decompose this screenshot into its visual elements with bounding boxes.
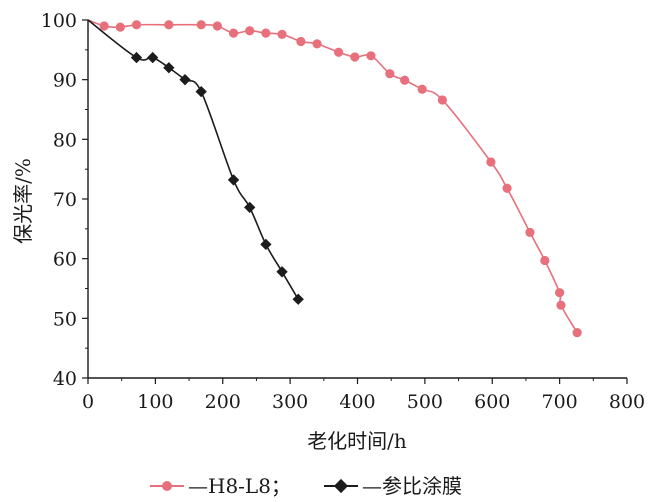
x-tick-label: 200 (205, 391, 241, 413)
axes (82, 19, 628, 384)
x-tick-label: 100 (137, 391, 173, 413)
series-2 (87, 19, 304, 305)
data-point (227, 174, 240, 186)
x-tick-label: 400 (339, 391, 375, 413)
data-point (195, 85, 207, 98)
y-tick-labels: 40 50 60 70 80 90 100 (41, 10, 77, 390)
legend-marker-h8-l8 (162, 481, 172, 491)
data-point (502, 183, 512, 193)
plot-area (87, 19, 582, 338)
data-point (385, 69, 395, 79)
legend-item-reference-film: —参比涂膜 (324, 474, 462, 498)
legend-label-h8-l8: —H8-L8； (188, 474, 291, 498)
data-point (131, 20, 142, 30)
data-point (99, 21, 109, 31)
data-point (486, 157, 496, 167)
y-tick-label: 40 (53, 368, 77, 390)
data-point (212, 21, 222, 31)
x-tick-label: 600 (474, 391, 510, 413)
data-point (244, 201, 256, 214)
data-point (366, 51, 376, 61)
y-axis-title: 保光率/% (11, 158, 35, 244)
data-point (417, 84, 427, 94)
x-tick-label: 300 (272, 391, 308, 413)
data-point (228, 28, 239, 38)
data-point (555, 288, 565, 298)
legend-item-h8-l8: —H8-L8； (150, 474, 291, 498)
y-tick-label: 80 (53, 129, 77, 151)
data-point (540, 255, 550, 266)
x-tick-label: 500 (407, 391, 443, 413)
series-line-1 (87, 19, 578, 334)
legend: —H8-L8； —参比涂膜 (150, 474, 462, 498)
data-point (163, 62, 175, 74)
x-tick-labels: 0 100 200 300 400 500 600 700 800 (82, 391, 645, 413)
data-point (572, 328, 582, 338)
x-tick-label: 800 (609, 391, 645, 413)
data-point (196, 20, 206, 30)
y-tick-label: 70 (53, 189, 77, 211)
data-point (147, 51, 159, 64)
data-point (525, 227, 535, 238)
data-point (292, 293, 304, 305)
data-point (296, 36, 306, 47)
y-tick-label: 100 (41, 10, 77, 32)
data-point (260, 238, 272, 251)
data-point (164, 20, 174, 30)
y-tick-label: 60 (53, 249, 77, 271)
data-point (276, 266, 288, 278)
legend-marker-reference-film (333, 478, 349, 494)
data-point (277, 29, 287, 39)
data-point (130, 51, 143, 64)
x-axis-title: 老化时间/h (307, 429, 407, 453)
y-tick-label: 50 (53, 308, 77, 330)
x-tick-label: 0 (82, 391, 94, 413)
data-point (437, 95, 447, 105)
data-point (334, 47, 344, 57)
data-point (245, 26, 255, 36)
data-point (312, 39, 322, 49)
x-tick-label: 700 (541, 391, 577, 413)
data-point (400, 75, 410, 85)
legend-label-reference-film: —参比涂膜 (362, 474, 462, 498)
data-point (261, 28, 271, 38)
data-point (350, 52, 360, 62)
data-point (556, 300, 566, 310)
series-line-2 (87, 19, 299, 300)
y-tick-label: 90 (53, 70, 77, 92)
data-point (115, 22, 125, 32)
series-1 (87, 19, 582, 338)
